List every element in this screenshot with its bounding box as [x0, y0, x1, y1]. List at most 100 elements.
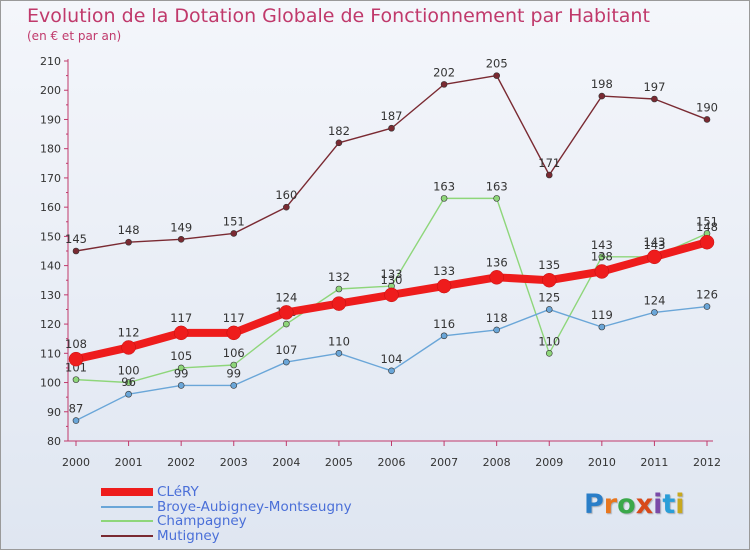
y-tick-label: 150: [40, 230, 61, 243]
data-label: 118: [486, 311, 508, 325]
data-label: 198: [591, 77, 613, 91]
data-point: [283, 203, 290, 211]
data-point: [283, 320, 290, 328]
legend-label: Mutigney: [157, 527, 220, 544]
data-point: [493, 326, 500, 334]
x-tick-label: 2011: [640, 456, 668, 469]
x-tick-label: 2002: [167, 456, 195, 469]
data-point: [545, 171, 553, 179]
data-point: [384, 287, 399, 303]
y-tick-label: 80: [47, 435, 61, 448]
data-point: [651, 95, 658, 103]
y-tick-label: 190: [40, 113, 61, 126]
data-point: [545, 350, 553, 357]
data-label: 148: [118, 223, 140, 237]
y-tick-label: 140: [40, 260, 61, 273]
data-label: 99: [226, 366, 241, 380]
data-label: 107: [275, 343, 297, 357]
x-tick-label: 2010: [588, 456, 616, 469]
data-point: [279, 305, 294, 320]
data-label: 100: [118, 364, 140, 378]
legend-label: Broye-Aubigney-Montseugny: [157, 498, 352, 515]
data-point: [72, 417, 80, 424]
y-tick-label: 110: [40, 347, 61, 360]
x-tick-label: 2000: [62, 456, 90, 469]
data-point: [177, 364, 185, 372]
chart-subtitle: (en € et par an): [27, 29, 122, 43]
data-point: [493, 195, 500, 202]
data-label: 105: [170, 349, 192, 363]
data-point: [703, 303, 711, 310]
x-tick-label: 2004: [272, 456, 300, 469]
data-point: [173, 325, 189, 341]
data-point: [651, 309, 658, 316]
data-label: 133: [433, 264, 455, 278]
data-label: 151: [223, 214, 245, 228]
data-point: [598, 323, 606, 331]
data-point: [699, 234, 715, 250]
data-point: [703, 116, 711, 123]
data-label: 171: [538, 156, 560, 170]
data-point: [283, 358, 290, 366]
chart-title: Evolution de la Dotation Globale de Fonc…: [27, 5, 650, 27]
data-point: [440, 195, 448, 202]
data-label: 143: [643, 235, 665, 249]
data-label: 110: [328, 334, 350, 348]
x-tick-label: 2008: [483, 456, 511, 469]
data-label: 119: [591, 308, 613, 322]
y-tick-label: 170: [40, 172, 61, 185]
data-point: [598, 253, 606, 261]
data-label: 110: [538, 334, 560, 348]
y-tick-label: 210: [40, 55, 61, 68]
data-point: [68, 351, 84, 367]
data-point: [493, 72, 500, 79]
y-tick-label: 180: [40, 143, 61, 156]
data-point: [545, 306, 553, 313]
data-label: 149: [170, 220, 192, 234]
data-label: 145: [65, 232, 87, 246]
y-tick-label: 100: [40, 377, 61, 390]
data-label: 108: [65, 337, 87, 351]
data-point: [72, 247, 80, 255]
data-label: 106: [223, 346, 245, 360]
data-label: 104: [381, 352, 403, 366]
x-tick-label: 2007: [430, 456, 458, 469]
data-label: 117: [223, 311, 245, 325]
data-label: 99: [174, 366, 189, 380]
data-point: [388, 124, 395, 132]
x-tick-label: 2012: [693, 456, 721, 469]
data-point: [440, 81, 448, 88]
legend-label: CLéRY: [157, 484, 199, 500]
proxiti-logo: Proxiti: [584, 489, 685, 520]
data-point: [125, 379, 132, 386]
data-point: [121, 340, 136, 355]
data-label: 130: [381, 273, 403, 287]
data-point: [335, 285, 343, 293]
data-label: 205: [486, 57, 508, 71]
data-label: 124: [275, 290, 297, 304]
data-label: 143: [643, 238, 665, 252]
data-label: 143: [591, 238, 613, 252]
data-point: [647, 249, 662, 265]
data-label: 87: [69, 402, 84, 416]
data-label: 197: [643, 80, 665, 94]
data-label: 125: [538, 290, 560, 304]
data-point: [72, 376, 80, 383]
legend-swatch: [101, 488, 153, 496]
data-point: [489, 270, 504, 285]
data-label: 187: [381, 109, 403, 123]
x-tick-label: 2005: [325, 456, 353, 469]
y-tick-label: 90: [47, 406, 61, 419]
data-point: [598, 92, 606, 100]
data-label: 117: [170, 311, 192, 325]
data-point: [331, 296, 347, 311]
data-point: [388, 367, 395, 375]
data-label: 182: [328, 124, 350, 138]
data-label: 163: [433, 179, 455, 193]
legend-swatch: [101, 505, 153, 508]
data-label: 133: [381, 267, 403, 281]
legend-swatch: [101, 534, 153, 537]
data-label: 96: [121, 375, 136, 389]
